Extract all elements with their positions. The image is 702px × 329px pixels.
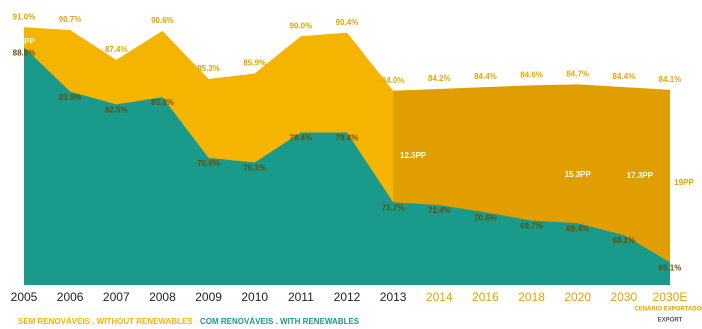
annotation: 15.3PP bbox=[565, 170, 592, 179]
data-label: 84.6% bbox=[520, 70, 543, 79]
data-label: 83.9% bbox=[59, 93, 82, 102]
data-label: 90.0% bbox=[290, 21, 313, 30]
annotation: 2.2PP bbox=[13, 37, 35, 46]
data-label: 71.7% bbox=[382, 204, 405, 213]
data-label: 88.8% bbox=[13, 48, 36, 57]
x-tick-label: 2013 bbox=[380, 290, 407, 304]
x-tick-label: 2011 bbox=[288, 290, 314, 304]
area bbox=[24, 47, 670, 286]
data-label: 68.1% bbox=[613, 236, 636, 245]
x-tick-label: 2014 bbox=[426, 290, 453, 304]
data-label: 84.2% bbox=[428, 74, 451, 83]
data-label: 90.7% bbox=[59, 15, 82, 24]
annotation: EXPORT bbox=[658, 318, 683, 324]
x-tick-label: 2020 bbox=[564, 290, 591, 304]
x-tick-label: 2030E bbox=[653, 290, 688, 304]
annotation: 17.3PP bbox=[627, 171, 654, 180]
data-label: 85.9% bbox=[243, 59, 266, 68]
data-label: 84.4% bbox=[613, 72, 636, 81]
x-tick-label: 2006 bbox=[57, 290, 84, 304]
data-label: 91.0% bbox=[13, 12, 36, 21]
x-tick-label: 2005 bbox=[11, 290, 38, 304]
x-tick-label: 2009 bbox=[195, 290, 222, 304]
data-label: 84.7% bbox=[566, 70, 589, 79]
annotation: CENÁRIO EXPORTADOR bbox=[634, 306, 702, 313]
annotation: 19PP bbox=[674, 178, 694, 187]
data-label: 83.3% bbox=[151, 98, 174, 107]
data-label: 82.5% bbox=[105, 105, 128, 114]
data-label: 84.0% bbox=[382, 76, 405, 85]
data-label: 69.4% bbox=[566, 224, 589, 233]
legend-entry: SEM RENOVÁVEIS . WITHOUT RENEWABLES bbox=[18, 317, 193, 326]
x-tick-label: 2030 bbox=[611, 290, 638, 304]
x-tick-label: 2016 bbox=[472, 290, 499, 304]
data-label: 70.6% bbox=[474, 213, 497, 222]
data-label: 85.3% bbox=[197, 64, 220, 73]
data-label: 90.4% bbox=[336, 18, 359, 27]
legend-entry: COM RENOVÁVEIS . WITH RENEWABLES bbox=[200, 317, 360, 326]
data-label: 69.7% bbox=[520, 222, 543, 231]
data-label: 65.1% bbox=[659, 263, 682, 272]
data-label: 87.4% bbox=[105, 45, 128, 54]
x-tick-label: 2008 bbox=[149, 290, 176, 304]
x-tick-label: 2010 bbox=[241, 290, 268, 304]
data-label: 84.4% bbox=[474, 72, 497, 81]
data-label: 79.4% bbox=[336, 134, 359, 143]
x-tick-label: 2012 bbox=[334, 290, 361, 304]
annotation: 12.3PP bbox=[400, 151, 427, 160]
data-label: 90.6% bbox=[151, 16, 174, 25]
data-label: 84.1% bbox=[659, 75, 682, 84]
x-tick-label: 2018 bbox=[518, 290, 545, 304]
data-label: 71.4% bbox=[428, 206, 451, 215]
data-label: 76.6% bbox=[197, 159, 220, 168]
data-label: 76.1% bbox=[243, 164, 266, 173]
data-label: 79.4% bbox=[290, 134, 313, 143]
x-tick-label: 2007 bbox=[103, 290, 130, 304]
